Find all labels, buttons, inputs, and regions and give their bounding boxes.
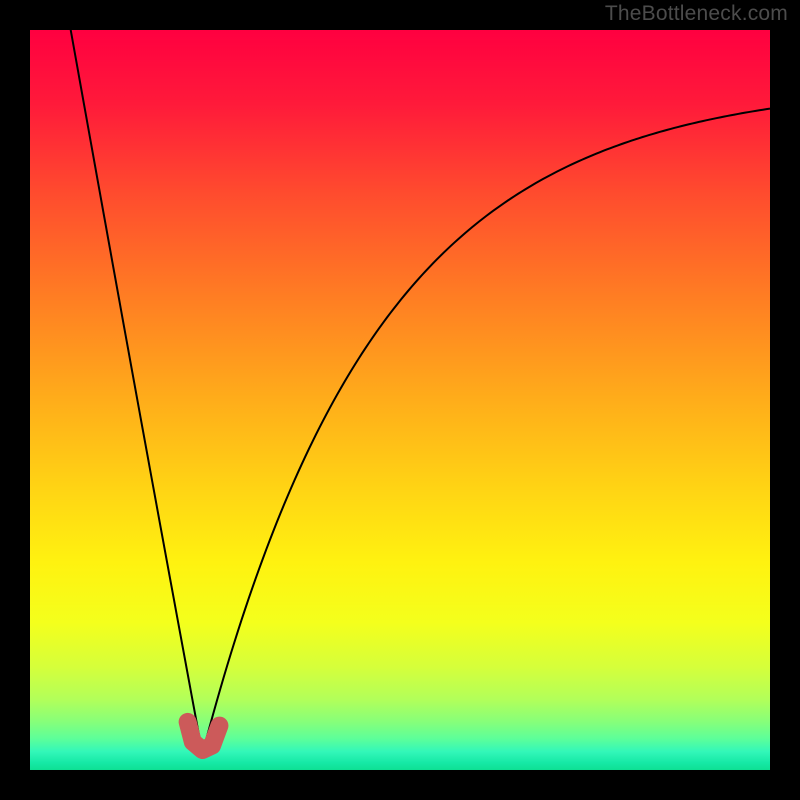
plot-svg: [30, 30, 770, 770]
plot-area: [30, 30, 770, 770]
chart-frame: TheBottleneck.com: [0, 0, 800, 800]
watermark-text: TheBottleneck.com: [605, 2, 788, 26]
gradient-background: [30, 30, 770, 770]
